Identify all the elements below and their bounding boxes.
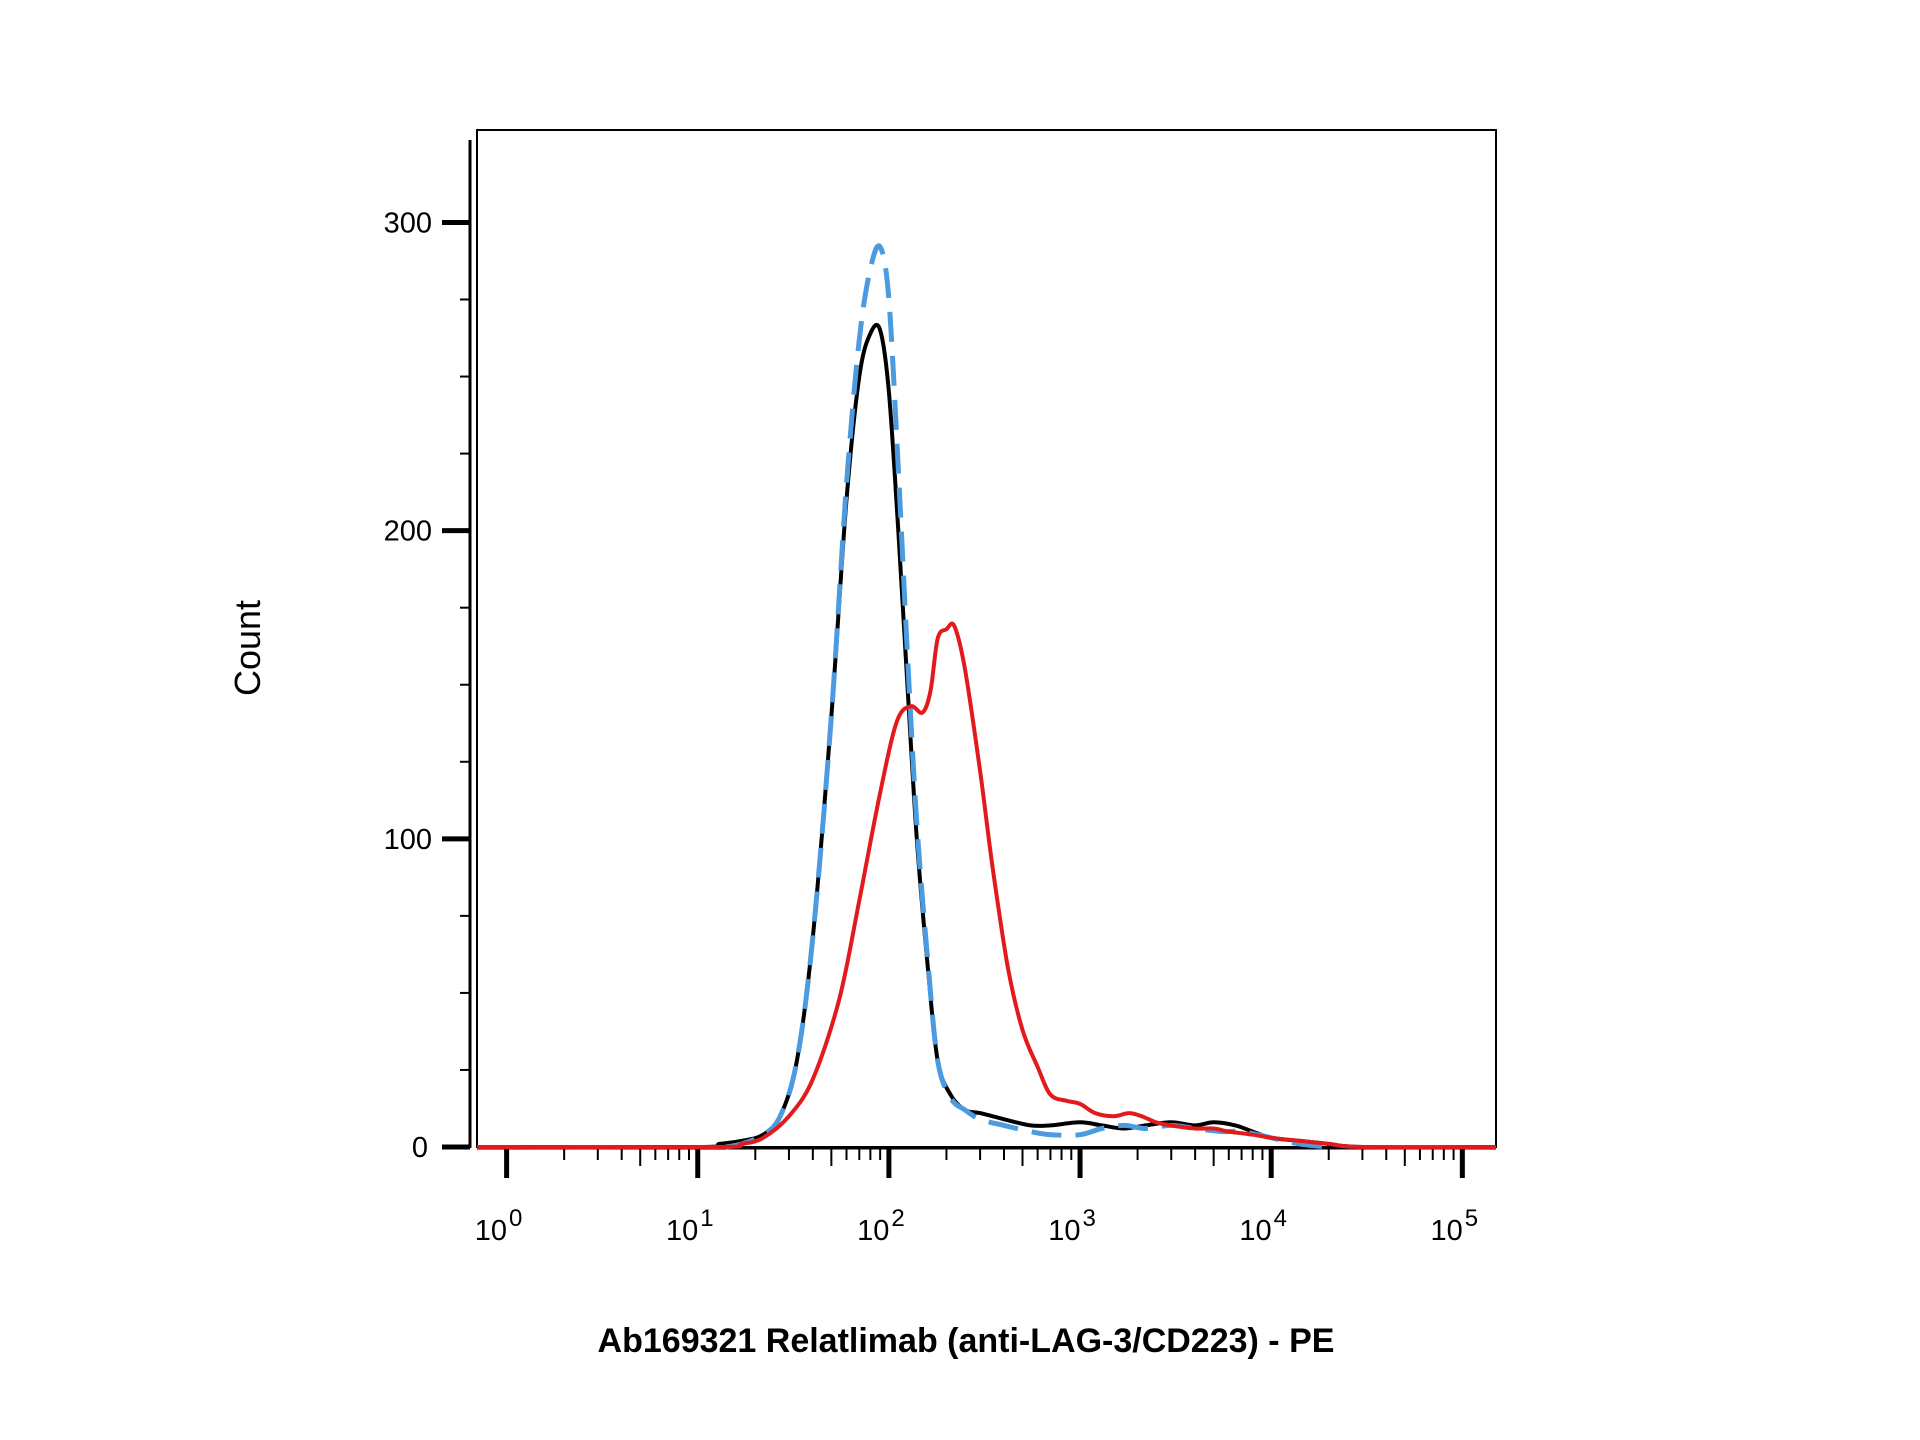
series-group <box>476 243 1497 1150</box>
y-tick-label: 100 <box>384 824 432 856</box>
x-tick-label: 103 <box>1048 1205 1096 1247</box>
y-axis: 0 100 200 300 <box>384 140 472 1164</box>
plot-frame <box>476 129 1497 1148</box>
x-tick-label: 102 <box>857 1205 905 1247</box>
x-tick-exponent: 1 <box>700 1205 713 1232</box>
y-tick-label: 0 <box>412 1132 428 1164</box>
x-axis-title: Ab169321 Relatlimab (anti-LAG-3/CD223) -… <box>598 1322 1335 1360</box>
y-tick-label: 300 <box>384 207 432 239</box>
series-blue-dashed-line <box>725 243 1329 1150</box>
x-tick-exponent: 4 <box>1274 1205 1287 1232</box>
x-tick-base: 10 <box>1048 1215 1080 1247</box>
x-tick-base: 10 <box>1431 1215 1463 1247</box>
x-tick-exponent: 3 <box>1083 1205 1096 1232</box>
series-red-line <box>476 621 1497 1150</box>
x-tick-exponent: 5 <box>1465 1205 1478 1232</box>
y-axis-title: Count <box>227 600 268 696</box>
x-tick-base: 10 <box>475 1215 507 1247</box>
x-tick-label: 100 <box>475 1205 523 1247</box>
x-tick-label: 104 <box>1239 1205 1287 1247</box>
x-axis: 100 101 102 103 104 105 <box>475 1146 1496 1247</box>
series-black-line <box>476 322 1497 1150</box>
x-tick-exponent: 2 <box>891 1205 904 1232</box>
x-tick-base: 10 <box>1239 1215 1271 1247</box>
x-tick-exponent: 0 <box>509 1205 522 1232</box>
y-tick-label: 200 <box>384 516 432 548</box>
x-tick-base: 10 <box>666 1215 698 1247</box>
x-tick-label: 105 <box>1431 1205 1479 1247</box>
x-tick-label: 101 <box>666 1205 714 1247</box>
x-tick-base: 10 <box>857 1215 889 1247</box>
